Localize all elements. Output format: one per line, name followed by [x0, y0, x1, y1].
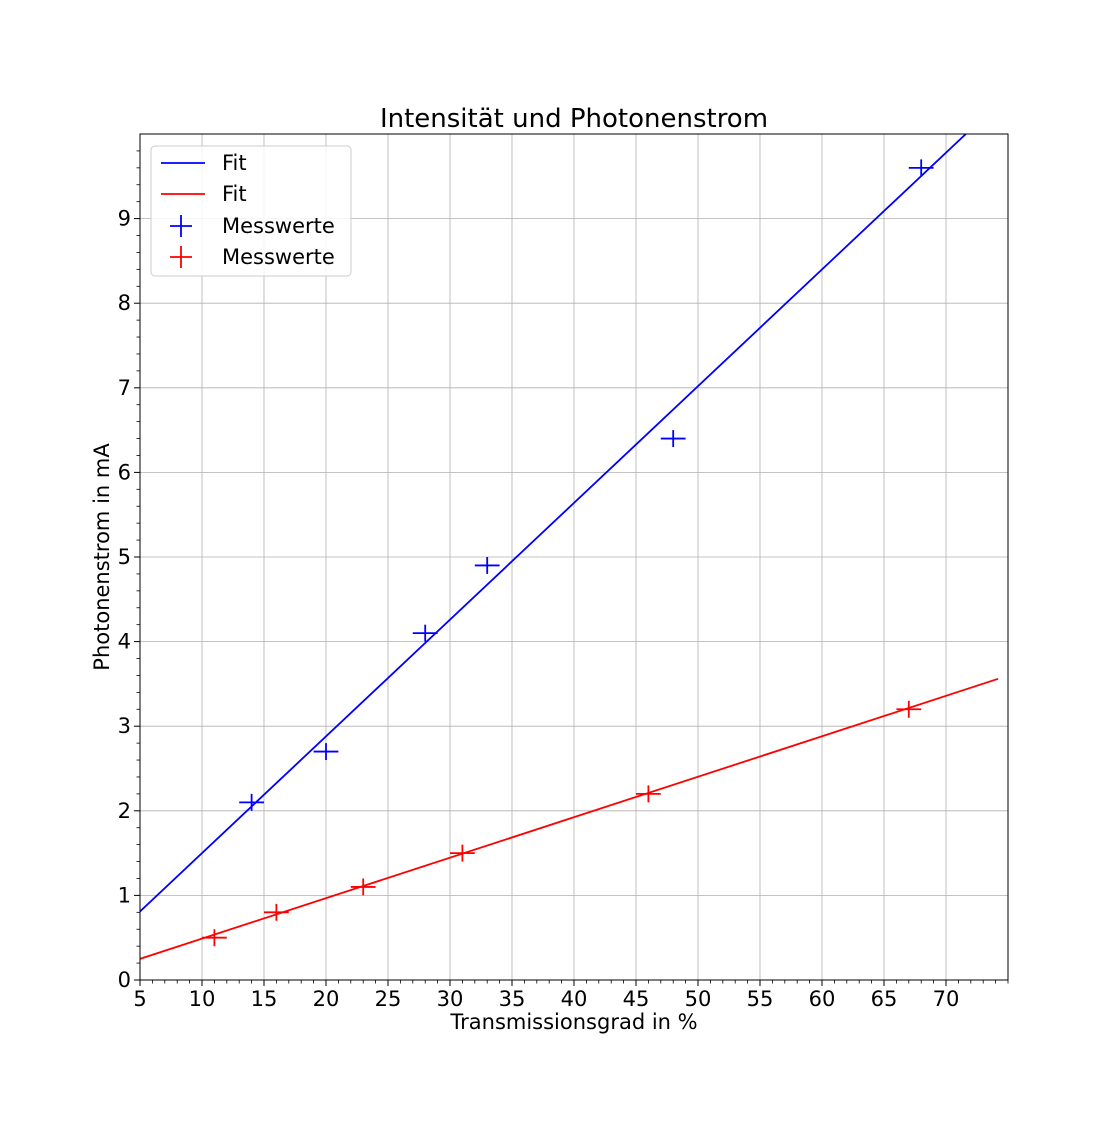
series-2	[239, 159, 934, 811]
x-tick-label: 45	[623, 987, 650, 1011]
x-tick-label: 60	[809, 987, 836, 1011]
legend-entry: Messwerte	[170, 245, 335, 269]
y-tick-label: 5	[118, 545, 131, 569]
y-tick-label: 4	[118, 630, 131, 654]
x-tick-label: 50	[685, 987, 712, 1011]
legend-label: Fit	[222, 182, 247, 206]
y-tick-label: 1	[118, 883, 131, 907]
series-3	[202, 700, 922, 947]
x-tick-label: 25	[375, 987, 402, 1011]
y-tick-label: 8	[118, 291, 131, 315]
y-tick-label: 2	[118, 799, 131, 823]
chart-title: Intensität und Photonenstrom	[380, 104, 768, 134]
y-tick-label: 6	[118, 460, 131, 484]
data-point	[202, 929, 227, 947]
data-point	[660, 430, 686, 448]
x-tick-label: 20	[313, 987, 340, 1011]
legend: Fit Fit Messwerte Messwerte	[150, 145, 352, 277]
x-tick-label: 5	[133, 987, 146, 1011]
y-tick-label: 7	[118, 376, 131, 400]
data-point	[412, 624, 438, 642]
data-point	[239, 793, 264, 811]
y-tick-label: 3	[118, 714, 131, 738]
x-tick-label: 40	[561, 987, 588, 1011]
legend-label: Messwerte	[222, 214, 335, 238]
plot-series	[140, 134, 999, 960]
y-tick-label: 9	[118, 207, 131, 231]
data-point	[908, 159, 934, 177]
x-tick-label: 35	[499, 987, 526, 1011]
series-0	[140, 134, 967, 913]
legend-entry: Fit	[161, 182, 247, 206]
data-point	[636, 785, 661, 803]
x-tick-label: 10	[189, 987, 216, 1011]
legend-label: Messwerte	[222, 245, 335, 269]
x-axis: 5 10 15 20 25 30 35 40 45 50 55 60 65 70	[133, 980, 1009, 1011]
x-tick-label: 55	[747, 987, 774, 1011]
y-axis: 0 1 2 3 4 5 6 7 8 9	[118, 150, 140, 992]
data-point	[896, 700, 922, 718]
legend-entry: Fit	[161, 151, 247, 175]
data-point	[474, 557, 500, 574]
x-axis-label: Transmissionsgrad in %	[449, 1010, 697, 1034]
data-point	[450, 844, 475, 862]
data-point	[313, 743, 339, 761]
y-axis-label: Photonenstrom in mA	[90, 443, 114, 671]
x-tick-label: 70	[933, 987, 960, 1011]
x-tick-label: 30	[437, 987, 464, 1011]
x-tick-label: 15	[251, 987, 278, 1011]
data-point	[264, 903, 289, 921]
legend-entry: Messwerte	[170, 214, 335, 238]
y-tick-label: 0	[118, 968, 131, 992]
data-point	[350, 878, 376, 896]
fit-line	[140, 134, 967, 913]
legend-box	[150, 145, 352, 277]
legend-label: Fit	[222, 151, 247, 175]
x-tick-label: 65	[871, 987, 898, 1011]
